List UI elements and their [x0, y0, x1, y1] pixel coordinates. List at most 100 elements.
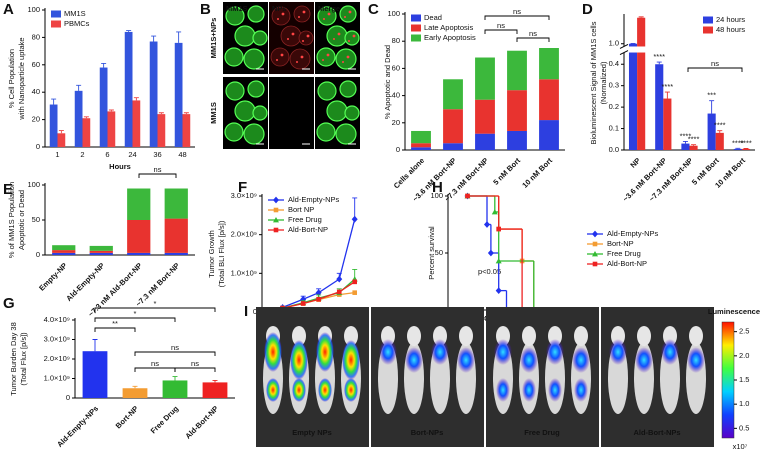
legend-label: Bort NP — [288, 205, 314, 214]
signal — [494, 339, 512, 365]
error-bar — [83, 116, 89, 119]
y-tick-label: 0.4 — [609, 59, 619, 68]
bar — [57, 133, 66, 147]
nanoparticle — [287, 38, 289, 40]
bar — [655, 64, 664, 150]
signal — [687, 347, 705, 373]
legend-label: Ald-Bort-NP — [607, 259, 647, 268]
colorbar-unit: x10⁷ — [733, 442, 748, 451]
panel-letter: I — [244, 303, 248, 320]
x-tick-label: 2 — [80, 150, 84, 159]
bar — [507, 130, 527, 150]
y-tick-label: 40 — [392, 91, 400, 100]
cell — [326, 25, 348, 47]
signal — [548, 378, 562, 402]
y-tick-label: 40 — [32, 87, 40, 96]
signal — [379, 339, 397, 365]
legend-swatch — [51, 10, 61, 18]
signal — [405, 347, 423, 373]
mouse-head — [344, 326, 358, 346]
y-axis-label: % Cell Population — [7, 49, 16, 108]
marker — [465, 193, 470, 199]
annotation: ns — [529, 29, 537, 38]
annotation: * — [154, 299, 157, 308]
nanoparticle — [281, 12, 285, 16]
y-tick-label: 0.2 — [609, 102, 619, 111]
significance-label: **** — [714, 121, 726, 130]
signal — [316, 332, 334, 372]
legend-swatch — [411, 14, 421, 22]
error-bar — [656, 61, 662, 65]
annotation: ns — [154, 165, 162, 174]
colorbar-tick-label: 0.5 — [739, 423, 749, 432]
legend-label: Dead — [424, 13, 442, 22]
mouse-head — [292, 326, 306, 346]
nanoparticle — [333, 38, 335, 40]
y-tick-label: 80 — [32, 32, 40, 41]
x-tick-label: 5 nM Bort — [491, 156, 522, 187]
bar — [99, 67, 108, 147]
bar — [475, 57, 495, 100]
cell — [298, 30, 314, 46]
y-tick-label: 0 — [66, 393, 70, 402]
y-tick-label: 4.0×10⁹ — [44, 315, 70, 324]
bar — [164, 188, 188, 219]
colorbar-tick-label: 1.0 — [739, 399, 749, 408]
nanoparticle — [348, 40, 350, 42]
signal — [520, 347, 538, 373]
signal — [264, 332, 282, 372]
bar — [182, 114, 191, 147]
axis-break — [620, 46, 755, 53]
signal — [661, 339, 679, 365]
panel-letter: F — [238, 179, 247, 196]
y-tick-label: 80 — [392, 36, 400, 45]
cell — [335, 123, 357, 145]
column-label: NPs — [272, 4, 287, 13]
bar — [475, 99, 495, 134]
bar — [443, 143, 463, 150]
nanoparticle — [337, 32, 341, 36]
marker — [273, 227, 279, 233]
colorbar-tick-label: 2.0 — [739, 351, 749, 360]
y-tick-label: 0.3 — [609, 81, 619, 90]
bar — [507, 50, 527, 91]
cell — [224, 122, 244, 142]
nanoparticle — [298, 16, 300, 18]
x-tick-label: 24 — [128, 150, 136, 159]
annotation: ns — [151, 359, 159, 368]
bar — [107, 111, 116, 147]
y-tick-label: 0 — [36, 250, 40, 259]
legend-label: 24 hours — [716, 15, 745, 24]
marker — [592, 251, 598, 257]
cell — [224, 47, 244, 67]
x-tick-label: Bort-NP — [114, 404, 140, 430]
nanoparticle — [352, 34, 356, 38]
group-label: Free Drug — [524, 428, 560, 437]
cell — [289, 48, 311, 70]
y-tick-label: 50 — [435, 248, 443, 257]
legend-swatch — [411, 34, 421, 42]
significance-bracket — [174, 367, 216, 372]
panel-letter: H — [432, 179, 443, 196]
marker — [315, 289, 322, 297]
nanoparticle — [302, 40, 304, 42]
bar — [539, 120, 559, 150]
bar — [149, 41, 158, 148]
error-bar — [212, 380, 218, 383]
error-bar — [735, 147, 741, 149]
x-tick-label: Cells alone — [392, 156, 426, 190]
y-tick-label: 0 — [396, 145, 400, 154]
bar — [202, 382, 228, 398]
mouse-head — [574, 326, 588, 346]
error-bar — [108, 109, 114, 112]
significance-bracket — [94, 317, 176, 322]
marker — [273, 217, 279, 223]
row-label: MM1S+NPs — [209, 18, 218, 59]
y-tick-label: 0 — [253, 307, 257, 316]
y-axis-label: (Total Flux [p/s]) — [19, 332, 28, 386]
legend-swatch — [703, 26, 713, 34]
nanoparticle — [348, 10, 352, 14]
bar — [52, 245, 76, 251]
y-tick-label: 3.0×10⁹ — [44, 334, 70, 343]
